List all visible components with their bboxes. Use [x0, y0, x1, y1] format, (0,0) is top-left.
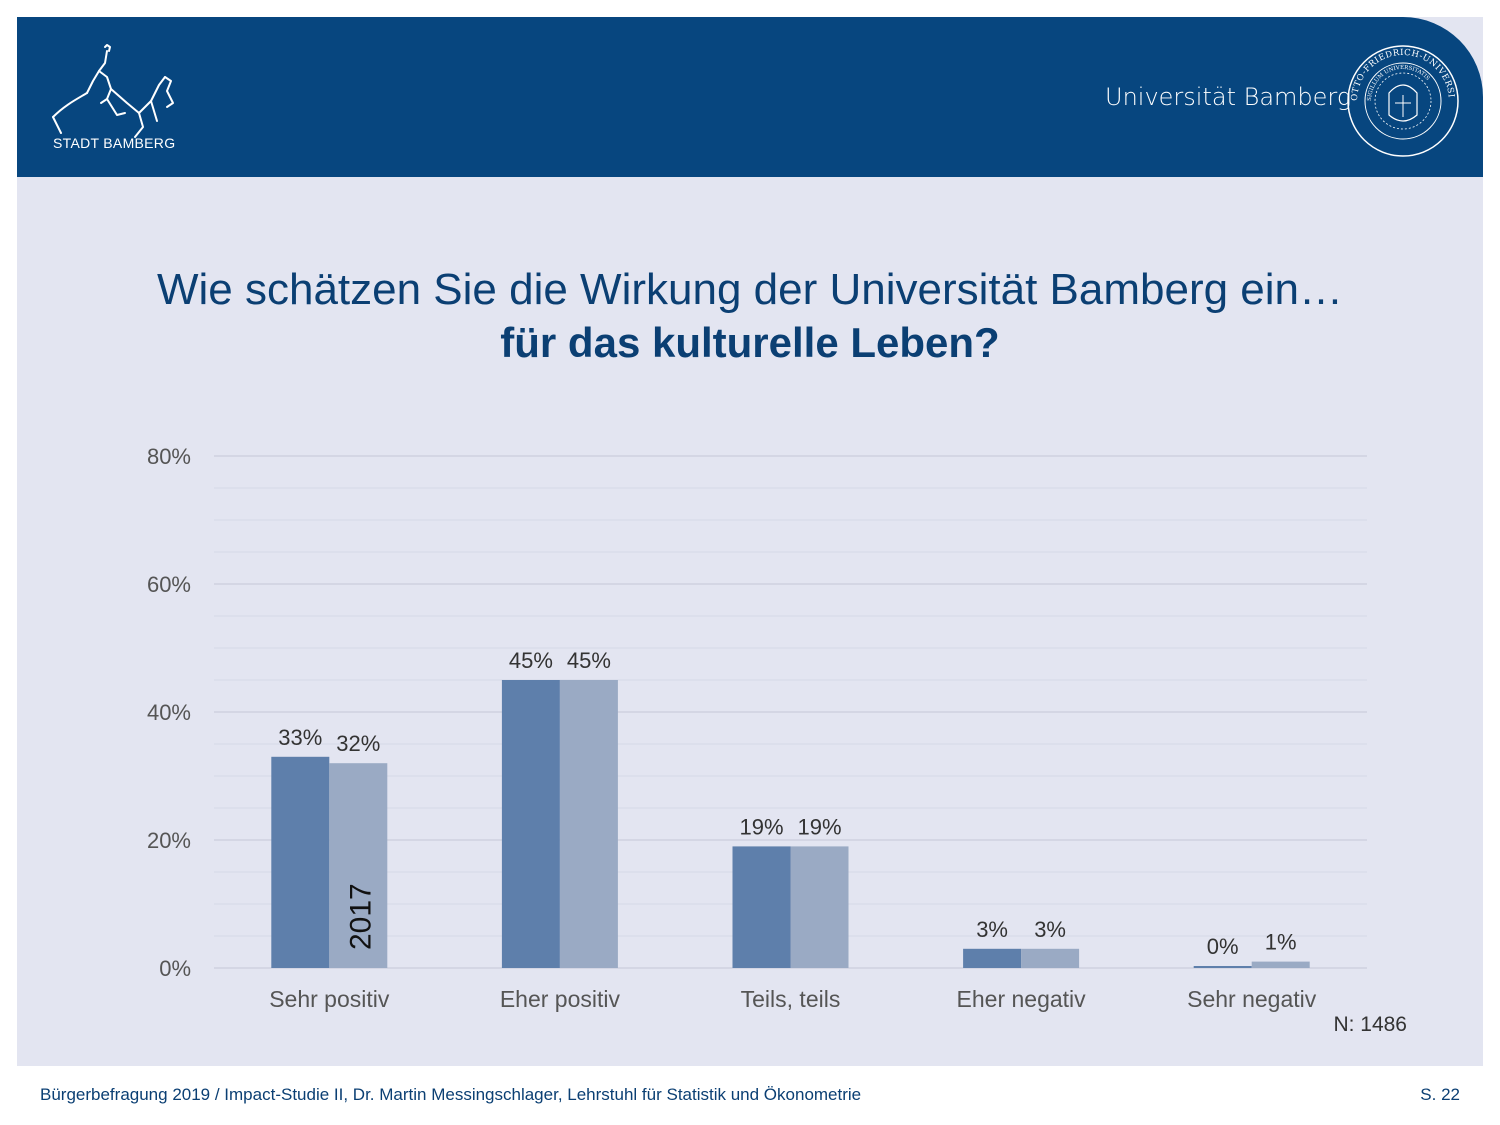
y-tick-label: 0% [159, 956, 191, 981]
header-banner: STADT BAMBERG Universität Bamberg OTTO-F… [17, 17, 1483, 177]
bar-chart: 0% 20% 40% 60% 80% 33% 32% Sehr positiv 45% 45% Eh… [147, 444, 1407, 1036]
data-label: 45% [567, 648, 611, 673]
bar-previous [790, 846, 849, 968]
data-label: 19% [797, 814, 841, 839]
category-label: Eher negativ [957, 986, 1087, 1012]
city-name: STADT BAMBERG [53, 135, 176, 151]
data-label: 1% [1265, 930, 1297, 955]
university-seal-icon: OTTO-FRIEDRICH-UNIVERSITY of BAMBERG SIG… [1345, 43, 1459, 157]
bar-previous [559, 680, 618, 968]
category-label: Teils, teils [741, 986, 841, 1012]
chart-title: Wie schätzen Sie die Wirkung der Univers… [156, 265, 1344, 314]
data-label: 3% [1034, 917, 1066, 942]
y-tick-label: 80% [147, 444, 191, 469]
data-label: 0% [1207, 934, 1239, 959]
bar-current [732, 846, 791, 968]
category-label: Sehr positiv [269, 986, 390, 1012]
footer-text: Bürgerbefragung 2019 / Impact-Studie II,… [40, 1085, 862, 1104]
bar-previous [1251, 961, 1310, 968]
y-tick-label: 40% [147, 700, 191, 725]
series-label-2017: 2017 [344, 883, 377, 950]
bar-previous [1021, 948, 1080, 968]
bar-current [501, 680, 560, 968]
bar-current [271, 756, 330, 968]
bar-current [1193, 966, 1252, 968]
y-tick-label: 60% [147, 572, 191, 597]
category-label: Eher positiv [500, 986, 621, 1012]
city-rider-logo [52, 44, 174, 138]
data-label: 3% [976, 917, 1008, 942]
page-number: S. 22 [1420, 1085, 1460, 1104]
data-label: 33% [278, 725, 322, 750]
data-label: 32% [336, 731, 380, 756]
bar-current [963, 948, 1022, 968]
data-label: 19% [739, 814, 783, 839]
sample-size-note: N: 1486 [1333, 1013, 1407, 1036]
slide: STADT BAMBERG Universität Bamberg OTTO-F… [17, 17, 1483, 1066]
bar-previous [329, 763, 388, 968]
university-name: Universität Bamberg [1105, 83, 1352, 111]
data-label: 45% [509, 648, 553, 673]
chart-subtitle: für das kulturelle Leben? [500, 319, 1000, 366]
y-tick-label: 20% [147, 828, 191, 853]
category-label: Sehr negativ [1187, 986, 1317, 1012]
